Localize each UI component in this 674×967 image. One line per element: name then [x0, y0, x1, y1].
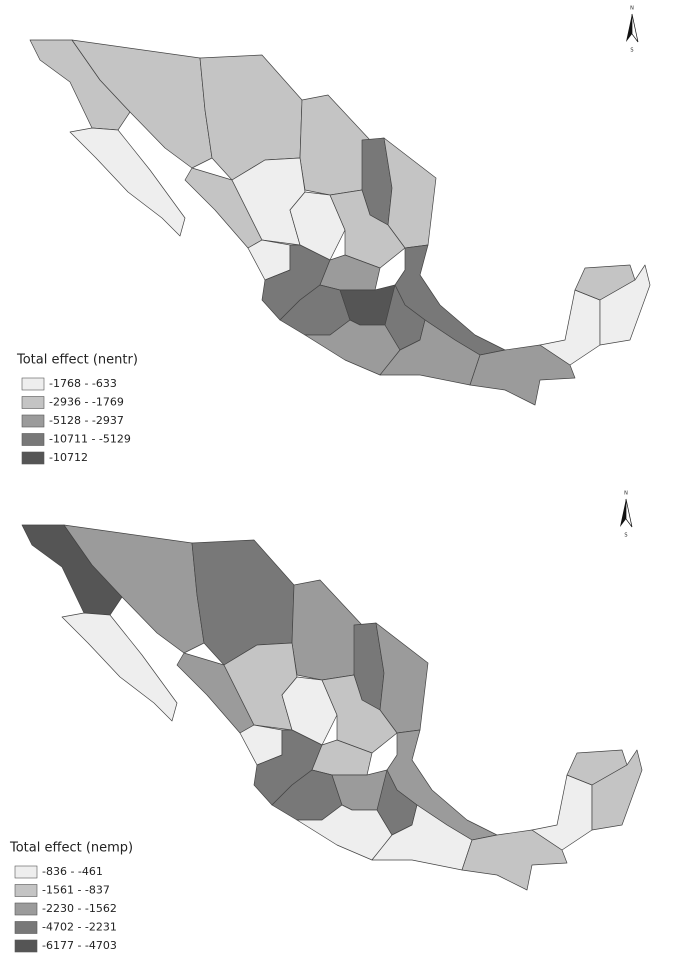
state	[61, 612, 178, 722]
south-label: S	[624, 533, 627, 539]
north-arrow	[631, 13, 639, 43]
north-arrow	[625, 498, 633, 528]
legend-label: -1561 - -837	[42, 884, 110, 897]
legend-swatch	[14, 902, 38, 916]
state	[469, 344, 576, 406]
legend-label: -10711 - -5129	[49, 433, 131, 446]
legend-title: Total effect (nemp)	[9, 841, 133, 856]
state	[599, 264, 651, 346]
legend-swatch	[21, 396, 45, 409]
north-arrow	[626, 14, 632, 42]
state	[291, 579, 363, 681]
legend-swatch	[21, 377, 45, 391]
legend-title: Total effect (nentr)	[16, 353, 138, 368]
north-arrow	[620, 499, 626, 527]
map	[29, 39, 651, 406]
north-label: N	[624, 491, 628, 497]
legend-swatch	[14, 921, 38, 934]
legend-swatch	[14, 884, 38, 897]
legend-label: -4702 - -2231	[42, 921, 117, 934]
legend-label: -836 - -461	[42, 865, 103, 878]
legend-label: -6177 - -4703	[42, 939, 117, 952]
state	[566, 749, 628, 786]
north-label: N	[630, 6, 634, 12]
state	[461, 829, 568, 891]
state	[591, 749, 643, 831]
state	[574, 264, 636, 301]
legend-label: -2936 - -1769	[49, 396, 124, 409]
legend-swatch	[14, 865, 38, 879]
legend-swatch	[21, 451, 45, 465]
state	[299, 94, 371, 196]
legend-label: -5128 - -2937	[49, 414, 124, 427]
state	[69, 127, 186, 237]
legend-swatch	[21, 414, 45, 428]
south-label: S	[630, 48, 633, 54]
legend-label: -10712	[49, 451, 88, 464]
legend-swatch	[21, 433, 45, 446]
map	[21, 524, 643, 891]
legend-label: -1768 - -633	[49, 377, 117, 390]
legend-swatch	[14, 939, 38, 953]
legend-label: -2230 - -1562	[42, 902, 117, 915]
